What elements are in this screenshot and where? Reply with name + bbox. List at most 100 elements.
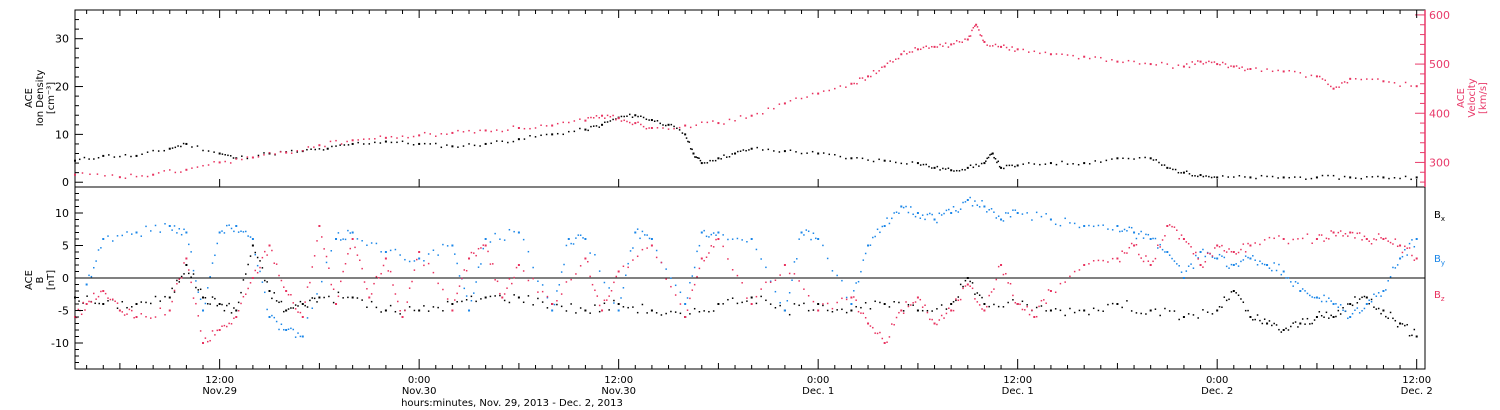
- b-dot-Bx: [413, 309, 416, 312]
- b-dot-Bz: [394, 293, 397, 295]
- top-point-pink: [1382, 80, 1385, 83]
- b-dot-Bx: [722, 303, 724, 305]
- top-dot-black: [1360, 177, 1363, 180]
- b-dot-Bx: [140, 301, 143, 303]
- b-dot-By: [855, 282, 857, 284]
- b-dot-Bx: [522, 301, 525, 304]
- b-dot-Bx: [1026, 304, 1028, 306]
- b-dot-Bx: [131, 306, 133, 308]
- top-dot-pink: [645, 127, 648, 130]
- b-dot-By: [886, 217, 888, 219]
- b-dot-Bz: [313, 255, 316, 257]
- b-dot-Bz: [812, 300, 815, 303]
- b-point-Bz: [850, 296, 853, 299]
- top-dot-black: [676, 127, 678, 130]
- top-dot-black: [978, 165, 980, 167]
- b-dot-By: [1180, 271, 1183, 273]
- b-dot-Bz: [192, 297, 195, 299]
- b-point-Bz: [983, 309, 986, 312]
- top-dot-black: [202, 149, 204, 152]
- top-dot-pink: [878, 70, 880, 72]
- top-dot-pink: [1144, 62, 1146, 65]
- b-point-By: [1415, 238, 1418, 240]
- top-dot-black: [468, 143, 470, 145]
- b-dot-Bx: [242, 279, 245, 281]
- b-dot-Bz: [636, 255, 639, 258]
- top-dot-black: [673, 125, 675, 128]
- b-point-Bz: [484, 244, 487, 247]
- top-dot-pink: [1008, 49, 1011, 51]
- b-point-By: [285, 329, 288, 331]
- top-point-pink: [1149, 63, 1152, 66]
- b-dot-Bx: [860, 306, 862, 309]
- b-dot-Bz: [1126, 252, 1128, 254]
- b-dot-By: [570, 242, 572, 245]
- top-dot-black: [180, 145, 182, 148]
- b-dot-Bx: [264, 279, 266, 282]
- b-dot-By: [665, 268, 667, 270]
- b-point-Bx: [268, 290, 271, 292]
- b-dot-By: [254, 253, 257, 256]
- top-dot-black: [806, 152, 808, 154]
- b-point-By: [700, 231, 703, 234]
- b-dot-Bz: [496, 280, 499, 283]
- top-dot-black: [1011, 164, 1013, 167]
- b-dot-Bx: [556, 303, 558, 306]
- top-dot-black: [725, 156, 728, 158]
- b-dot-Bz: [527, 279, 530, 282]
- b-dot-By: [90, 275, 93, 278]
- top-dot-black: [1122, 157, 1124, 160]
- top-point-black: [966, 166, 969, 169]
- b-dot-Bz: [1111, 257, 1114, 260]
- b-dot-By: [879, 231, 881, 234]
- b-dot-Bz: [703, 259, 705, 262]
- b-dot-Bz: [1228, 248, 1230, 250]
- b-dot-By: [769, 280, 772, 282]
- top-dot-black: [1233, 176, 1235, 178]
- b-point-Bx: [1116, 303, 1119, 305]
- b-point-Bz: [501, 296, 504, 299]
- b-dot-By: [221, 230, 223, 232]
- b-point-By: [1166, 251, 1169, 253]
- b-dot-By: [1368, 299, 1370, 302]
- b-dot-Bx: [164, 295, 166, 298]
- b-dot-By: [1176, 263, 1178, 265]
- b-point-By: [301, 335, 304, 338]
- top-dot-pink: [1022, 48, 1024, 51]
- b-dot-Bx: [98, 302, 100, 305]
- b-dot-By: [693, 266, 696, 269]
- b-dot-By: [1297, 282, 1299, 284]
- b-dot-Bz: [1064, 281, 1066, 283]
- b-dot-Bx: [1059, 309, 1062, 312]
- b-dot-By: [940, 214, 943, 216]
- b-dot-Bx: [1002, 306, 1005, 308]
- top-dot-black: [985, 160, 987, 162]
- time-tick-label: 12:00: [604, 375, 633, 386]
- b-dot-Bx: [988, 305, 990, 308]
- top-dot-pink: [1360, 78, 1363, 81]
- b-dot-By: [774, 290, 777, 293]
- b-dot-Bx: [660, 314, 663, 316]
- b-dot-By: [107, 235, 109, 237]
- b-dot-By: [598, 270, 601, 272]
- b-dot-Bx: [921, 309, 924, 312]
- top-dot-pink: [1321, 78, 1324, 80]
- top-dot-black: [688, 141, 691, 143]
- b-dot-Bz: [929, 318, 931, 321]
- top-point-pink: [1116, 60, 1119, 63]
- b-dot-Bz: [665, 278, 667, 280]
- b-dot-By: [990, 208, 993, 210]
- b-dot-Bx: [952, 301, 955, 303]
- b-dot-By: [1306, 292, 1309, 295]
- b-dot-Bx: [841, 308, 843, 311]
- b-point-Bz: [1033, 316, 1036, 318]
- b-point-Bx: [617, 303, 620, 305]
- top-dot-black: [568, 130, 570, 133]
- b-dot-Bz: [1038, 305, 1040, 308]
- b-dot-Bx: [211, 296, 214, 298]
- top-dot-pink: [89, 173, 91, 176]
- density-tick-label: 10: [55, 128, 69, 141]
- top-dot-pink: [925, 45, 927, 48]
- b-dot-Bz: [881, 337, 884, 340]
- top-dot-black: [685, 137, 688, 139]
